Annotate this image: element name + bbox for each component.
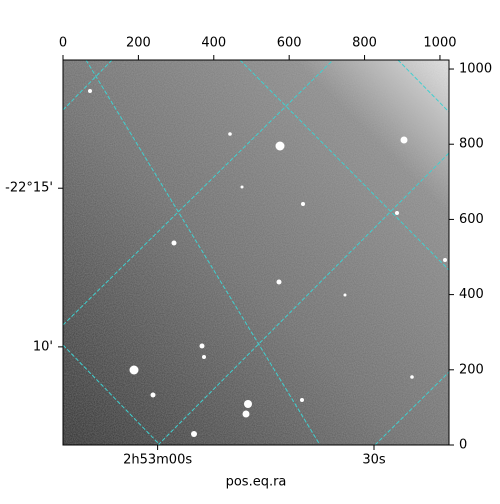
y-tick-label: 800 [459, 137, 484, 152]
x-tick-label: 1000 [423, 36, 456, 51]
ra-tick-label: 2h53m00s [123, 453, 192, 468]
y-tick-label: 0 [459, 438, 467, 453]
y-tick-label: 200 [459, 362, 484, 377]
axes-frame [62, 59, 450, 446]
x-tick-label: 800 [352, 36, 377, 51]
ra-tick-label: 30s [362, 453, 386, 468]
sky-image [63, 60, 449, 445]
y-tick-label: 600 [459, 212, 484, 227]
x-tick-label: 0 [59, 36, 67, 51]
dec-tick-label: 10' [33, 339, 53, 354]
y-tick-label: 1000 [459, 62, 492, 77]
dec-tick-label: -22°15' [5, 181, 53, 196]
x-tick-label: 200 [126, 36, 151, 51]
x-tick-label: 600 [277, 36, 302, 51]
x-tick-label: 400 [201, 36, 226, 51]
coordinate-grid [63, 60, 449, 445]
x-axis-label: pos.eq.ra [226, 475, 287, 490]
y-tick-label: 400 [459, 287, 484, 302]
stars [88, 89, 447, 437]
